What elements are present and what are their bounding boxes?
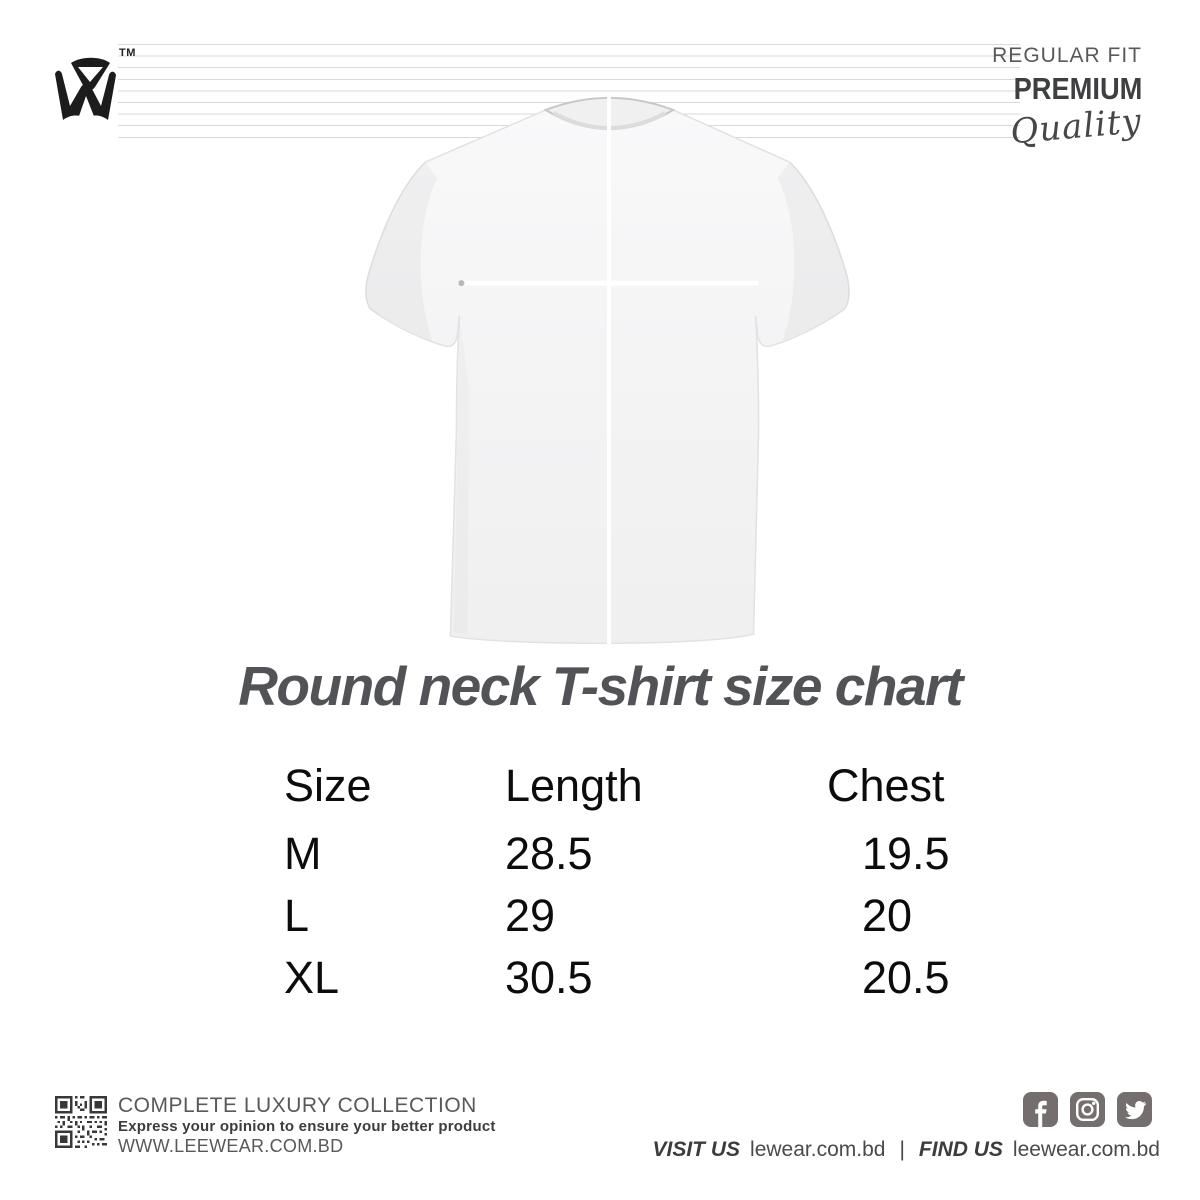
header-right-block: REGULAR FIT PREMIUM Quality: [992, 44, 1144, 152]
find-url[interactable]: leewear.com.bd: [1012, 1138, 1160, 1161]
crown-w-logo-icon: [55, 57, 116, 120]
cell-size-xl: XL: [284, 952, 340, 1003]
cell-chest-l: 20: [862, 890, 913, 941]
cell-chest-m: 19.5: [862, 828, 950, 879]
horizontal-chest-measure-line: [460, 280, 759, 286]
website-url[interactable]: WWW.LEEWEAR.COM.BD: [118, 1136, 344, 1156]
collection-label: COMPLETE LUXURY COLLECTION: [118, 1094, 477, 1117]
cell-size-m: M: [284, 828, 322, 879]
page-title: Round neck T-shirt size chart: [238, 655, 963, 717]
cell-chest-xl: 20.5: [862, 952, 950, 1003]
trademark-symbol: TM: [119, 47, 136, 59]
visit-url[interactable]: lewear.com.bd: [750, 1138, 886, 1161]
column-header-size: Size: [284, 760, 372, 811]
separator: |: [899, 1138, 905, 1161]
cell-length-l: 29: [505, 890, 556, 941]
regular-fit-label: REGULAR FIT: [992, 44, 1142, 67]
tagline-text: Express your opinion to ensure your bett…: [118, 1118, 496, 1135]
quality-script-label: Quality: [1009, 101, 1144, 153]
find-us-label: FIND US: [918, 1138, 1003, 1161]
facebook-icon[interactable]: [1023, 1092, 1058, 1127]
visit-us-label: VISIT US: [652, 1138, 741, 1161]
visit-find-line: VISIT US lewear.com.bd | FIND US leewear.com…: [653, 1138, 1161, 1162]
cell-length-m: 28.5: [505, 828, 593, 879]
qr-code: [55, 1096, 107, 1148]
twitter-icon[interactable]: [1117, 1092, 1152, 1127]
cell-size-l: L: [284, 890, 310, 941]
tshirt-product-image: [365, 95, 850, 645]
social-icons: [1023, 1092, 1152, 1127]
premium-label: PREMIUM: [1013, 71, 1142, 106]
vertical-length-measure-line: [606, 95, 612, 645]
cell-length-xl: 30.5: [505, 952, 593, 1003]
instagram-icon[interactable]: [1070, 1092, 1105, 1127]
column-header-chest: Chest: [827, 760, 945, 811]
column-header-length: Length: [505, 760, 643, 811]
